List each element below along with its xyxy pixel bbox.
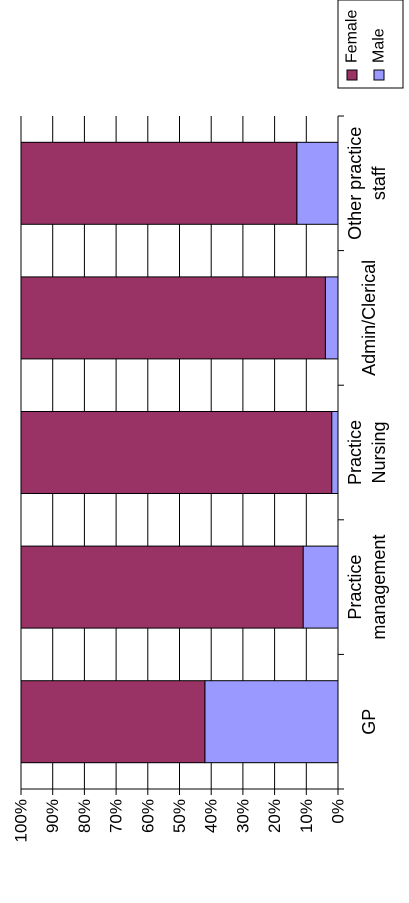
value-tick-label: 0% (329, 799, 348, 824)
value-tick-label: 30% (233, 799, 252, 833)
value-tick-label: 20% (265, 799, 284, 833)
bar-segment (20, 545, 304, 629)
category-label: staff (369, 165, 389, 200)
legend-label: Female (344, 10, 361, 63)
value-tick-label: 60% (138, 799, 157, 833)
bars (20, 141, 339, 764)
axes (20, 115, 344, 795)
category-label: Practice (345, 420, 365, 485)
value-tick-label: 50% (170, 799, 189, 833)
value-tick-labels: 0% 10% 20% 30% 40% 50% 60% 70% 80% 90% 100% (12, 799, 348, 842)
bar-segment (204, 680, 339, 764)
value-tick-label: 90% (43, 799, 62, 833)
bar-segment (20, 411, 333, 494)
legend-label: Male (371, 28, 388, 63)
bar-segment (20, 680, 206, 764)
bar-segment (302, 545, 339, 629)
category-label: Practice (345, 555, 365, 620)
category-label: Admin/Clerical (359, 260, 379, 376)
bar-segment (20, 276, 326, 360)
value-tick-label: 40% (202, 799, 221, 833)
legend-swatch (346, 69, 358, 81)
value-tick-label: 80% (75, 799, 94, 833)
category-label: Other practice (345, 127, 365, 240)
bar-segment (296, 141, 339, 225)
value-tick-label: 70% (107, 799, 126, 833)
bar-segment (324, 276, 339, 360)
category-label: management (369, 535, 389, 640)
legend-swatch (373, 69, 385, 81)
value-tick-label: 100% (12, 799, 31, 842)
value-tick-label: 10% (297, 799, 316, 833)
legend: Female Male (337, 0, 404, 89)
category-label: GP (359, 709, 379, 735)
category-label: Nursing (369, 421, 389, 483)
bar-segment (20, 141, 298, 225)
bar-segment (331, 411, 339, 494)
